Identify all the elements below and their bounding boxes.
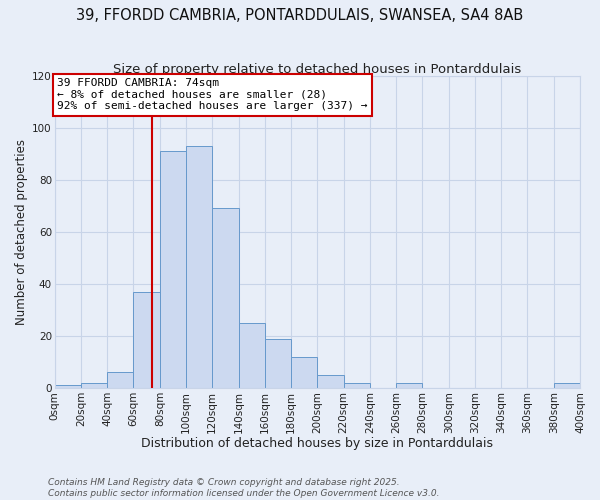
Bar: [554, 383, 580, 388]
Title: Size of property relative to detached houses in Pontarddulais: Size of property relative to detached ho…: [113, 62, 521, 76]
Y-axis label: Number of detached properties: Number of detached properties: [15, 139, 28, 325]
Text: 39, FFORDD CAMBRIA, PONTARDDULAIS, SWANSEA, SA4 8AB: 39, FFORDD CAMBRIA, PONTARDDULAIS, SWANS…: [76, 8, 524, 22]
Bar: [160, 151, 186, 388]
Bar: [265, 338, 291, 388]
Bar: [81, 383, 107, 388]
Bar: [55, 386, 81, 388]
Bar: [107, 372, 133, 388]
Bar: [396, 383, 422, 388]
Bar: [133, 292, 160, 388]
Bar: [212, 208, 239, 388]
Bar: [291, 357, 317, 388]
Bar: [317, 375, 344, 388]
Text: Contains HM Land Registry data © Crown copyright and database right 2025.
Contai: Contains HM Land Registry data © Crown c…: [48, 478, 439, 498]
Bar: [239, 323, 265, 388]
Bar: [344, 383, 370, 388]
X-axis label: Distribution of detached houses by size in Pontarddulais: Distribution of detached houses by size …: [142, 437, 493, 450]
Bar: [186, 146, 212, 388]
Text: 39 FFORDD CAMBRIA: 74sqm
← 8% of detached houses are smaller (28)
92% of semi-de: 39 FFORDD CAMBRIA: 74sqm ← 8% of detache…: [58, 78, 368, 112]
